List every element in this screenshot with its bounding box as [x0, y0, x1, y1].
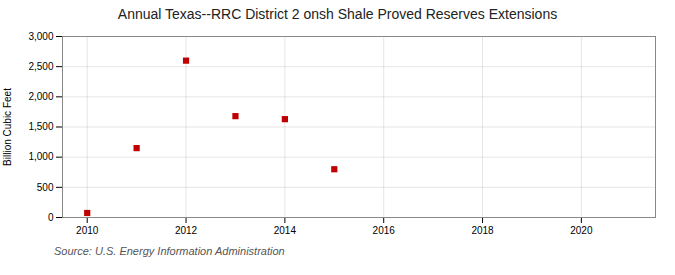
svg-text:2014: 2014	[274, 225, 297, 236]
svg-text:500: 500	[37, 182, 54, 193]
svg-text:Billion Cubic Feet: Billion Cubic Feet	[2, 88, 13, 166]
svg-text:2012: 2012	[175, 225, 198, 236]
svg-text:2,000: 2,000	[28, 91, 53, 102]
svg-text:1,500: 1,500	[28, 121, 53, 132]
svg-text:0: 0	[48, 212, 54, 223]
svg-text:2016: 2016	[373, 225, 396, 236]
svg-text:3,000: 3,000	[28, 31, 53, 42]
html-text:Source: U.S. Energy Informatio: Source: U.S. Energy Information Administ…	[54, 245, 285, 257]
html-text:Annual Texas--RRC District 2 o: Annual Texas--RRC District 2 onsh Shale …	[117, 6, 558, 22]
svg-text:2,500: 2,500	[28, 61, 53, 72]
svg-text:1,000: 1,000	[28, 151, 53, 162]
svg-text:2020: 2020	[570, 225, 593, 236]
svg-text:2010: 2010	[76, 225, 99, 236]
svg-text:2018: 2018	[471, 225, 494, 236]
